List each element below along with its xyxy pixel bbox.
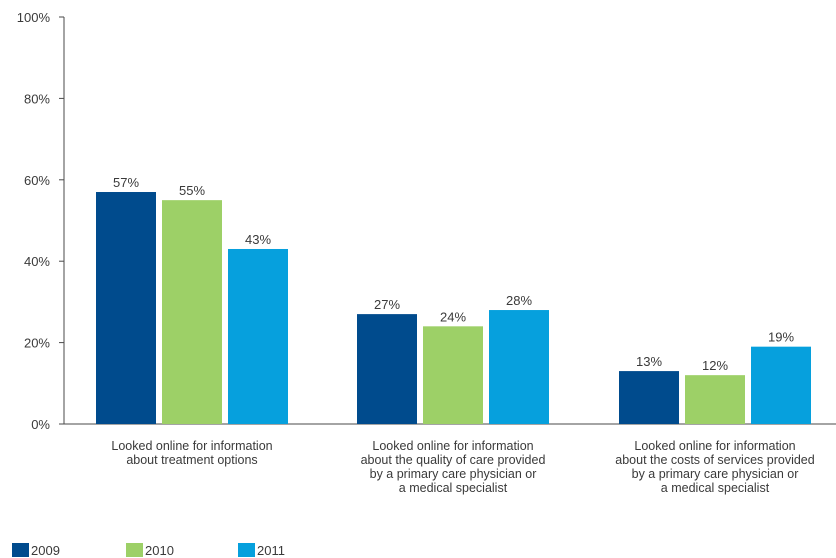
legend-label: 2010 — [145, 543, 174, 558]
data-labels: 57% 55% 43% 27% 24% 28% 13% 12% 19% — [113, 175, 794, 373]
data-label: 13% — [636, 354, 662, 369]
category-label-line: a medical specialist — [661, 481, 770, 495]
legend-swatch-2009 — [12, 543, 29, 557]
legend-swatch-2011 — [238, 543, 255, 557]
bar-2011-cat3 — [751, 346, 811, 424]
bar-2011-cat2 — [489, 310, 549, 424]
y-tick-label: 40% — [24, 254, 50, 269]
bar-2009-cat2 — [357, 314, 417, 424]
bar-2009-cat3 — [619, 371, 679, 424]
data-label: 24% — [440, 309, 466, 324]
y-tick-label: 60% — [24, 173, 50, 188]
data-label: 19% — [768, 330, 794, 345]
y-tick-label: 0% — [31, 417, 50, 432]
bars — [96, 192, 811, 424]
bar-2009-cat1 — [96, 192, 156, 424]
bar-2010-cat2 — [423, 326, 483, 424]
data-label: 27% — [374, 297, 400, 312]
data-label: 55% — [179, 183, 205, 198]
category-label-line: by a primary care physician or — [632, 467, 799, 481]
legend-label: 2009 — [31, 543, 60, 558]
category-label-line: about treatment options — [126, 453, 257, 467]
category-label-line: Looked online for information — [634, 439, 795, 453]
data-label: 57% — [113, 175, 139, 190]
legend: 2009 2010 2011 — [12, 543, 285, 558]
bar-2011-cat1 — [228, 248, 288, 424]
category-label-line: about the costs of services provided — [615, 453, 814, 467]
data-label: 43% — [245, 232, 271, 247]
data-label: 28% — [506, 293, 532, 308]
y-tick-label: 20% — [24, 336, 50, 351]
bar-2010-cat1 — [162, 200, 222, 424]
category-label-line: about the quality of care provided — [361, 453, 546, 467]
bar-2010-cat3 — [685, 375, 745, 424]
category-label-line: a medical specialist — [399, 481, 508, 495]
category-label-line: by a primary care physician or — [370, 467, 537, 481]
category-label-line: Looked online for information — [111, 439, 272, 453]
legend-label: 2011 — [257, 543, 285, 558]
category-label-line: Looked online for information — [372, 439, 533, 453]
y-tick-label: 80% — [24, 91, 50, 106]
y-axis: 0% 20% 40% 60% 80% 100% — [17, 10, 65, 432]
y-tick-label: 100% — [17, 10, 51, 25]
data-label: 12% — [702, 358, 728, 373]
legend-swatch-2010 — [126, 543, 143, 557]
